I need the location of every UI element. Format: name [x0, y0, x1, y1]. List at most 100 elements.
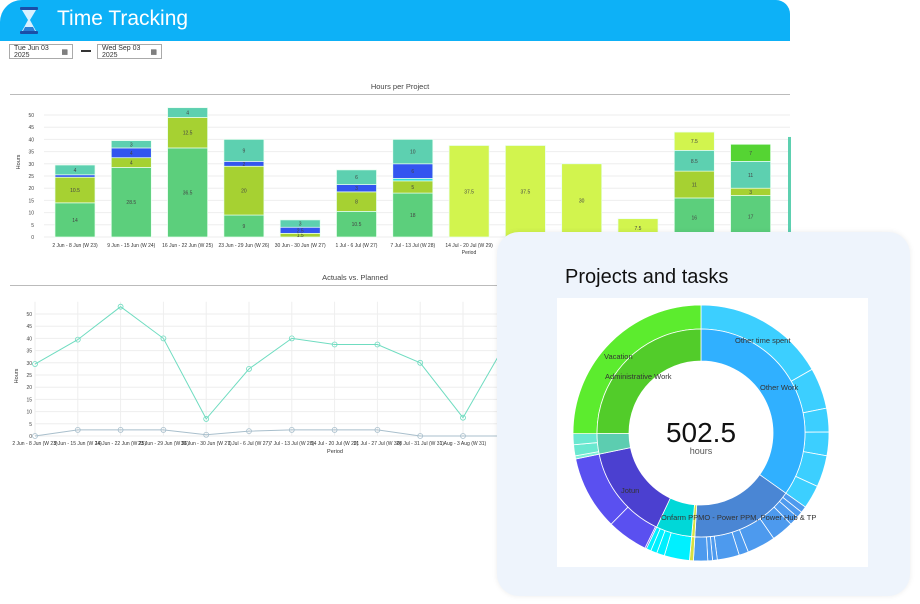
bar-value-label: 3: [355, 186, 358, 192]
slice-label: Other Work: [760, 383, 798, 392]
bar-value-label: 37.5: [521, 189, 531, 195]
data-point: [203, 416, 210, 422]
data-point: [460, 433, 466, 439]
y-tick-label: 20: [28, 186, 34, 192]
bar-segment: [54, 202, 96, 238]
y-tick-label: 0: [31, 235, 34, 241]
x-tick-label: 14 Jul - 20 Jul (W 29): [311, 441, 359, 447]
x-tick-label: 2 Jun - 8 Jun (W 23): [52, 243, 98, 249]
bar-segment: [392, 139, 434, 165]
bar-segment: [505, 145, 546, 238]
bar-segment: [167, 147, 208, 238]
bar-value-label: 3: [749, 190, 752, 196]
y-tick-label: 15: [28, 198, 34, 204]
y-tick-label: 35: [26, 349, 32, 355]
y-tick-label: 40: [26, 336, 32, 342]
y-tick-label: 50: [28, 113, 34, 119]
bar-segment: [167, 117, 208, 149]
y-axis-label: Hours: [16, 154, 22, 169]
bar-segment: [788, 136, 791, 237]
bar-segment: [54, 164, 96, 176]
x-tick-label: 7 Jul - 13 Jul (W 28): [390, 243, 435, 249]
y-tick-label: 50: [26, 312, 32, 318]
bar-value-label: 16: [692, 215, 698, 221]
bar-value-label: 17: [748, 214, 754, 220]
bar-value-label: 7: [749, 151, 752, 157]
bar-segment: [110, 167, 152, 238]
bar-segment: [223, 139, 265, 162]
data-point: [246, 366, 252, 372]
hourglass-icon: [20, 7, 38, 34]
bar-value-label: 20: [241, 189, 247, 195]
slice-label: Vacation: [604, 352, 633, 361]
bar-chart-title: Hours per Project: [370, 82, 430, 91]
bar-value-label: 12.5: [183, 131, 193, 137]
x-tick-label: 28 Jul - 31 Jul (W 31): [396, 441, 444, 447]
bar-value-label: 37.5: [464, 189, 474, 195]
series-line-actuals: [34, 306, 500, 420]
bar-value-label: 8: [355, 200, 358, 206]
bar-value-label: 9: [243, 224, 246, 230]
bar-segment: [448, 145, 490, 238]
y-tick-label: 30: [26, 361, 32, 367]
data-point: [417, 359, 424, 366]
bar-value-label: 1.5: [297, 233, 304, 239]
bar-segment: [54, 174, 96, 178]
y-tick-label: 35: [28, 150, 34, 156]
x-tick-label: 9 Jun - 15 Jun (W 24): [54, 441, 102, 447]
x-tick-label: 16 Jun - 22 Jun (W 25): [162, 243, 213, 249]
donut-slice: [802, 407, 830, 433]
data-point: [160, 426, 167, 433]
divider: [10, 285, 500, 286]
bar-value-label: 11: [748, 173, 753, 179]
bar-value-label: 10.5: [70, 188, 80, 194]
y-tick-label: 20: [26, 385, 32, 391]
slice-label: Administrative Work: [605, 372, 672, 381]
actuals-vs-planned-chart: 0 5 10 15 20 25 30 35 40 45 50 2 Jun - 8 Jun (W 23)…: [12, 301, 500, 455]
data-point: [203, 431, 210, 438]
bar-value-label: 14: [72, 218, 78, 224]
data-point: [32, 361, 38, 367]
bar-value-label: 4: [130, 151, 133, 157]
x-tick-label: 7 Jul - 13 Jul (W 28): [269, 441, 314, 447]
bar-value-label: 4: [74, 168, 77, 174]
bar-value-label: 2.5: [297, 228, 304, 234]
x-tick-label: 1 Jul - 6 Jul (W 27): [336, 243, 378, 249]
bar-value-label: 28.5: [126, 200, 136, 206]
end-date-input[interactable]: Wed Sep 03 2025 ▦: [97, 44, 162, 59]
bar-value-label: 9: [243, 148, 246, 154]
bar-value-label: 18: [410, 213, 416, 219]
line-chart-title: Actuals vs. Planned: [322, 273, 388, 282]
calendar-icon[interactable]: ▦: [61, 48, 68, 56]
bar-segment: [336, 211, 377, 238]
end-date-value: Wed Sep 03 2025: [102, 44, 141, 59]
bar-value-label: 5: [411, 185, 414, 191]
data-point: [246, 428, 252, 435]
bar-segment: [673, 131, 715, 151]
y-tick-label: 10: [26, 410, 32, 416]
bar-value-label: 36.5: [183, 190, 193, 196]
y-tick-label: 40: [28, 137, 34, 143]
data-point: [417, 433, 424, 439]
x-tick-label: 23 Jun - 29 Jun (W 26): [138, 441, 189, 447]
y-tick-label: 0: [29, 434, 32, 440]
bar-value-label: 30: [579, 198, 585, 204]
data-point: [160, 335, 167, 342]
slice-label: Onfarm PPMO - Power PPM, Power Hub & TP: [661, 513, 816, 522]
bar-value-label: 11: [692, 183, 697, 189]
bar-segment: [392, 192, 434, 238]
bar-segment: [223, 165, 265, 216]
bar-segment: [336, 169, 377, 185]
total-hours-value: 502.5: [666, 417, 736, 448]
total-hours-unit: hours: [690, 446, 713, 456]
bar-segment: [167, 107, 208, 118]
bar-segment: [279, 219, 321, 228]
x-tick-label: 30 Jun - 30 Jun (W 27): [181, 441, 232, 447]
start-date-input[interactable]: Tue Jun 03 2025 ▦: [9, 44, 73, 59]
bar-segment: [730, 143, 771, 162]
data-point: [460, 414, 466, 421]
x-tick-label: 23 Jun - 29 Jun (W 26): [218, 243, 269, 249]
projects-tasks-panel: Projects and tasks Other time spent Other…: [497, 232, 910, 596]
calendar-icon[interactable]: ▦: [150, 48, 157, 56]
